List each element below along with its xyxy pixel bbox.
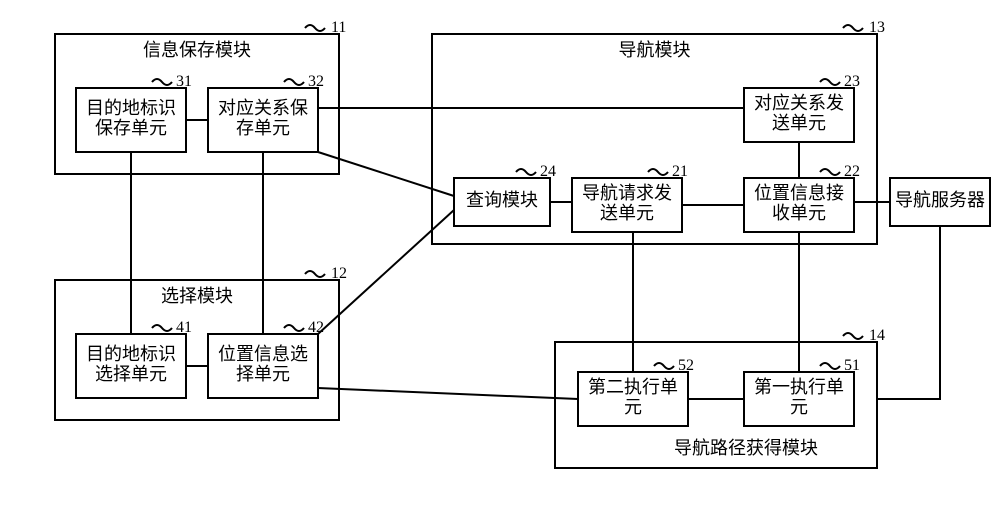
box-num-dest_id_save: 31 — [176, 73, 192, 90]
tilde-mark — [152, 79, 172, 85]
box-num-query: 24 — [540, 163, 556, 180]
box-num-first_exec: 51 — [844, 357, 860, 374]
module-title-select: 选择模块 — [161, 286, 233, 306]
tilde-mark — [516, 169, 536, 175]
tilde-mark — [305, 271, 325, 277]
tilde-mark — [284, 325, 304, 331]
box-num-relation_send: 23 — [844, 73, 860, 90]
tilde-mark — [648, 169, 668, 175]
diagram-canvas: 信息保存模块11选择模块12导航模块13导航路径获得模块14目的地标识保存单元3… — [0, 0, 1000, 513]
box-num-nav_req_send: 21 — [672, 163, 688, 180]
tilde-mark — [305, 25, 325, 31]
tilde-mark — [654, 363, 674, 369]
tilde-mark — [843, 333, 863, 339]
box-num-relation_save: 32 — [308, 73, 324, 90]
box-label-dest_id_save: 目的地标识保存单元 — [86, 98, 176, 138]
tilde-mark — [843, 25, 863, 31]
edge-loc_info_sel-second_exec — [318, 388, 578, 399]
module-title-info_save: 信息保存模块 — [143, 40, 251, 60]
tilde-mark — [820, 79, 840, 85]
module-num-select: 12 — [331, 265, 347, 282]
module-title-nav_path: 导航路径获得模块 — [674, 438, 818, 458]
box-num-second_exec: 52 — [678, 357, 694, 374]
module-num-nav_path: 14 — [869, 327, 885, 344]
box-num-loc_info_recv: 22 — [844, 163, 860, 180]
tilde-mark — [820, 363, 840, 369]
box-num-loc_info_sel: 42 — [308, 319, 324, 336]
tilde-mark — [152, 325, 172, 331]
module-title-nav: 导航模块 — [619, 40, 691, 60]
tilde-mark — [820, 169, 840, 175]
module-num-nav: 13 — [869, 19, 885, 36]
tilde-mark — [284, 79, 304, 85]
box-label-nav_server: 导航服务器 — [895, 190, 985, 210]
module-num-info_save: 11 — [331, 19, 346, 36]
box-label-dest_id_sel: 目的地标识选择单元 — [86, 344, 176, 384]
edge-nav_server-first_exec — [877, 226, 940, 399]
box-num-dest_id_sel: 41 — [176, 319, 192, 336]
box-label-query: 查询模块 — [466, 190, 538, 210]
